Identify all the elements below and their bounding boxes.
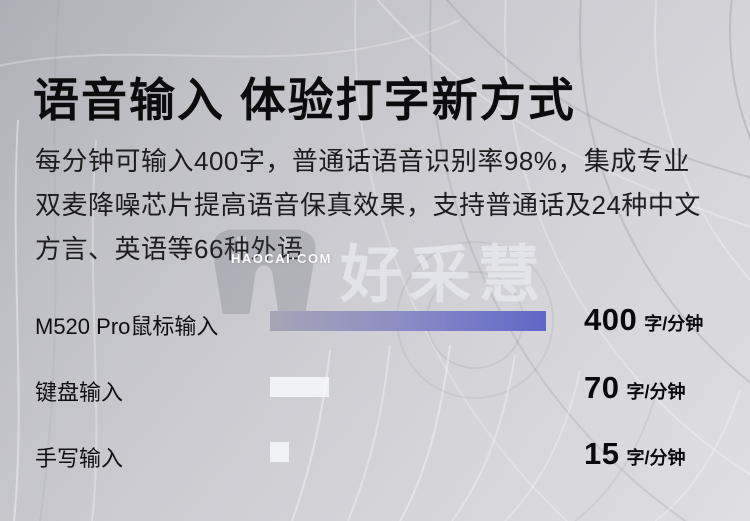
intro-paragraph: 每分钟可输入400字，普通话语音识别率98%，集成专业 双麦降噪芯片提高语音保真… [35, 139, 701, 271]
chart-bar-handwriting [270, 442, 289, 462]
value-number: 70 [584, 370, 620, 405]
chart-value-mouse: 400 字/分钟 [584, 302, 703, 338]
watermark-site-text: HAOCAI·COM [231, 251, 332, 266]
chart-bar-mouse [270, 311, 546, 331]
watermark-brand-text: 好采慧 [340, 241, 548, 310]
value-number: 15 [584, 436, 620, 471]
intro-line: 每分钟可输入400字，普通话语音识别率98%，集成专业 [35, 146, 690, 176]
intro-line: 方言、英语等66种外语 [35, 234, 304, 264]
chart-value-handwriting: 15 字/分钟 [584, 436, 686, 472]
chart-row-label-keyboard: 键盘输入 [35, 380, 124, 405]
value-unit: 字/分钟 [626, 382, 686, 402]
chart-bar-keyboard [270, 377, 329, 397]
intro-line: 双麦降噪芯片提高语音保真效果，支持普通话及24种中文 [35, 190, 701, 220]
value-number: 400 [584, 302, 638, 337]
value-unit: 字/分钟 [626, 448, 686, 468]
chart-value-keyboard: 70 字/分钟 [584, 370, 686, 406]
chart-row-label-handwriting: 手写输入 [35, 446, 124, 471]
chart-row-label-mouse: M520 Pro鼠标输入 [35, 314, 219, 339]
value-unit: 字/分钟 [644, 314, 704, 334]
page-title: 语音输入 体验打字新方式 [33, 74, 576, 126]
haocai-logo-icon [212, 229, 316, 314]
